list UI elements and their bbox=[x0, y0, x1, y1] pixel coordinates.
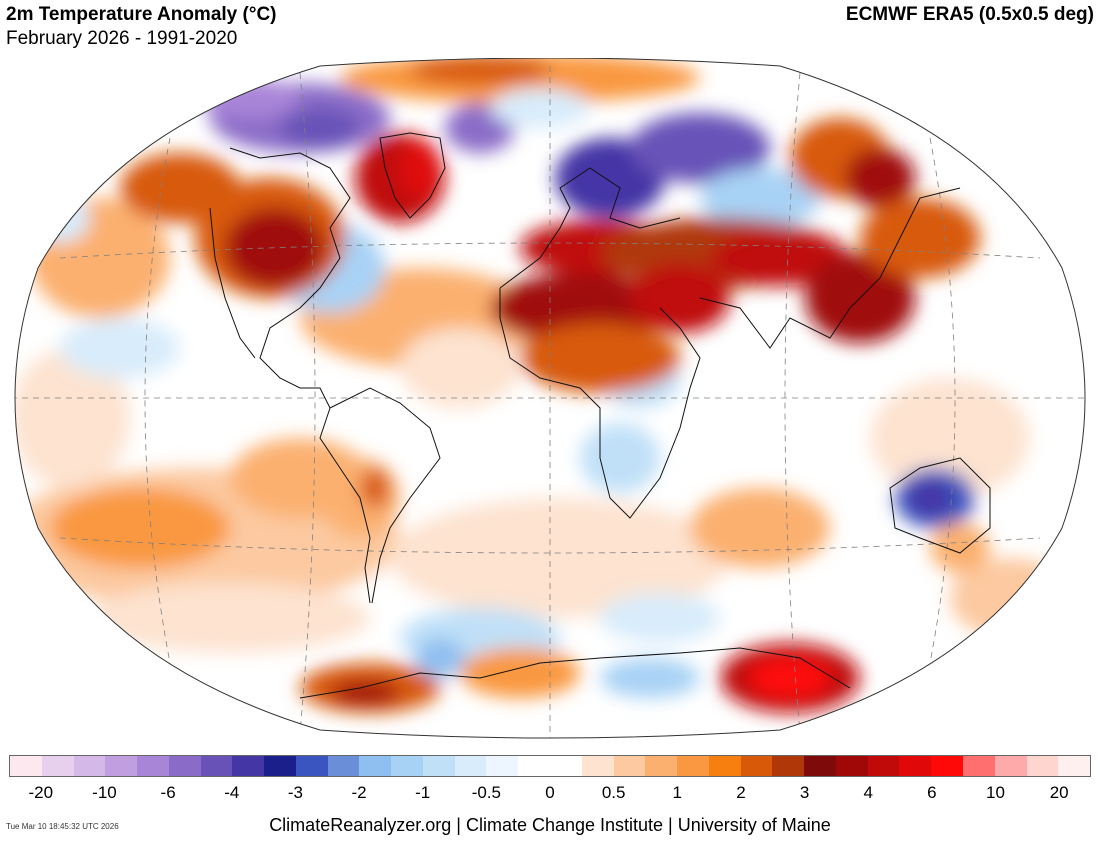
colorbar-segment bbox=[391, 756, 423, 776]
world-anomaly-map bbox=[14, 58, 1086, 739]
colorbar-segment bbox=[73, 756, 106, 776]
colorbar-segment bbox=[613, 756, 646, 776]
colorbar-tick-label: 20 bbox=[1049, 783, 1069, 802]
colorbar-segment bbox=[550, 756, 582, 776]
colorbar-tick-label: -4 bbox=[224, 783, 240, 802]
colorbar-segment bbox=[486, 756, 519, 776]
colorbar-segment bbox=[994, 756, 1027, 776]
colorbar bbox=[9, 755, 1091, 777]
colorbar-tick-label: -1 bbox=[415, 783, 431, 802]
colorbar-tick-label: -3 bbox=[287, 783, 303, 802]
colorbar-tick-label: 10 bbox=[986, 783, 1005, 802]
colorbar-tick-label: 2 bbox=[736, 783, 746, 802]
colorbar-segment bbox=[962, 756, 995, 776]
colorbar-segment bbox=[645, 756, 678, 776]
colorbar-segment bbox=[835, 756, 868, 776]
coastlines bbox=[209, 132, 991, 699]
colorbar-segment bbox=[264, 756, 296, 776]
colorbar-ticks: -20 -10 -6 -4 -3 -2 -1 -0.5 0 0.5 1 2 3 4 6 10 20 bbox=[9, 783, 1091, 805]
data-source-label: ECMWF ERA5 (0.5x0.5 deg) bbox=[845, 4, 1094, 25]
colorbar-tick-label: 6 bbox=[927, 783, 937, 802]
colorbar-segment bbox=[1058, 756, 1091, 776]
colorbar-tick-label: 0 bbox=[545, 783, 555, 802]
colorbar-segment bbox=[931, 756, 963, 776]
colorbar-segment bbox=[41, 756, 74, 776]
graticule bbox=[15, 66, 1085, 738]
colorbar-tick-label: -2 bbox=[351, 783, 367, 802]
colorbar-segment bbox=[518, 756, 551, 776]
colorbar-tick-label: 0.5 bbox=[601, 783, 626, 802]
colorbar-tick-label: 3 bbox=[799, 783, 810, 802]
colorbar-tick-label: -20 bbox=[28, 783, 54, 802]
colorbar-tick-label: 1 bbox=[672, 783, 683, 802]
colorbar-segment bbox=[708, 756, 741, 776]
colorbar-tick-label: -10 bbox=[92, 783, 117, 802]
colorbar-segment bbox=[804, 756, 836, 776]
colorbar-segment bbox=[232, 756, 265, 776]
colorbar-segment bbox=[422, 756, 455, 776]
colorbar-segment bbox=[168, 756, 201, 776]
colorbar-segment bbox=[1026, 756, 1059, 776]
colorbar-tick-label: -0.5 bbox=[471, 783, 501, 802]
colorbar-segment bbox=[200, 756, 233, 776]
colorbar-segment bbox=[867, 756, 900, 776]
colorbar-segment bbox=[454, 756, 487, 776]
colorbar-segment bbox=[772, 756, 805, 776]
colorbar-segment bbox=[581, 756, 614, 776]
colorbar-segment bbox=[327, 756, 360, 776]
colorbar-segment bbox=[105, 756, 138, 776]
anomaly-field bbox=[15, 58, 1070, 713]
colorbar-segment bbox=[899, 756, 932, 776]
colorbar-segment bbox=[740, 756, 773, 776]
colorbar-tick-label: 4 bbox=[863, 783, 873, 802]
colorbar-segment bbox=[10, 756, 42, 776]
map-title: 2m Temperature Anomaly (°C) bbox=[6, 4, 277, 25]
map-subtitle: February 2026 - 1991-2020 bbox=[6, 28, 238, 49]
colorbar-segment bbox=[295, 756, 328, 776]
timestamp: Tue Mar 10 18:45:32 UTC 2026 bbox=[6, 822, 119, 831]
colorbar-segment bbox=[137, 756, 169, 776]
credit-footer: ClimateReanalyzer.org | Climate Change I… bbox=[269, 815, 831, 835]
colorbar-tick-label: -6 bbox=[160, 783, 176, 802]
colorbar-segment bbox=[677, 756, 709, 776]
globe-outline bbox=[14, 58, 1086, 739]
colorbar-segment bbox=[359, 756, 392, 776]
